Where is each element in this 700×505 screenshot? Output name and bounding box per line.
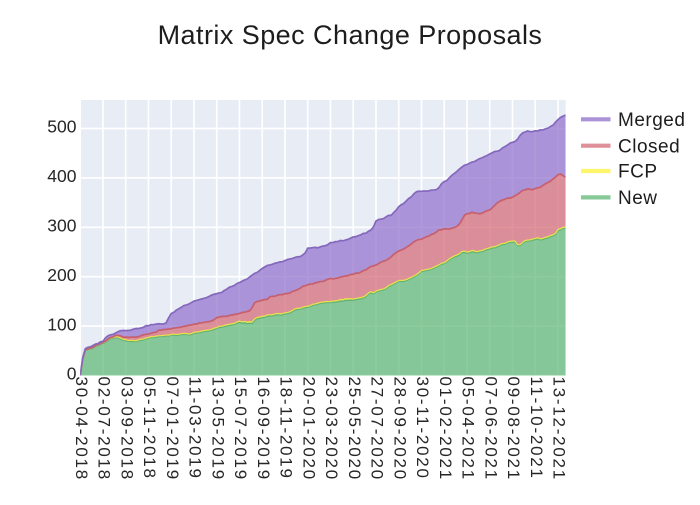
svg-text:16-09-2019: 16-09-2019 [254, 377, 273, 481]
svg-text:Closed: Closed [618, 136, 680, 157]
svg-text:500: 500 [47, 117, 76, 137]
svg-text:300: 300 [47, 216, 76, 236]
svg-text:13-05-2019: 13-05-2019 [208, 377, 227, 481]
svg-text:Merged: Merged [618, 110, 685, 131]
svg-text:09-08-2021: 09-08-2021 [504, 377, 523, 481]
svg-text:15-07-2019: 15-07-2019 [231, 377, 250, 481]
svg-text:27-07-2020: 27-07-2020 [368, 377, 387, 481]
svg-text:200: 200 [47, 265, 76, 285]
svg-text:07-01-2019: 07-01-2019 [163, 377, 182, 481]
svg-text:05-11-2018: 05-11-2018 [140, 377, 159, 480]
svg-text:30-11-2020: 30-11-2020 [413, 377, 432, 480]
svg-text:30-04-2018: 30-04-2018 [72, 377, 91, 481]
svg-text:07-06-2021: 07-06-2021 [481, 377, 500, 481]
svg-text:100: 100 [47, 314, 76, 334]
svg-text:25-05-2020: 25-05-2020 [345, 377, 364, 481]
svg-text:28-09-2020: 28-09-2020 [390, 377, 409, 481]
svg-text:FCP: FCP [618, 162, 658, 183]
svg-text:11-03-2019: 11-03-2019 [186, 377, 205, 480]
svg-text:23-03-2020: 23-03-2020 [322, 377, 341, 481]
svg-text:01-02-2021: 01-02-2021 [436, 377, 455, 481]
svg-text:02-07-2018: 02-07-2018 [95, 377, 114, 481]
svg-text:18-11-2019: 18-11-2019 [277, 377, 296, 480]
svg-text:03-09-2018: 03-09-2018 [117, 377, 136, 481]
svg-text:Matrix Spec Change Proposals: Matrix Spec Change Proposals [158, 20, 543, 50]
svg-text:400: 400 [47, 166, 76, 186]
svg-text:20-01-2020: 20-01-2020 [299, 377, 318, 481]
svg-text:New: New [618, 188, 658, 209]
svg-text:11-10-2021: 11-10-2021 [527, 377, 546, 480]
svg-text:13-12-2021: 13-12-2021 [550, 377, 569, 481]
svg-text:05-04-2021: 05-04-2021 [459, 377, 478, 481]
svg-text:0: 0 [67, 364, 77, 384]
